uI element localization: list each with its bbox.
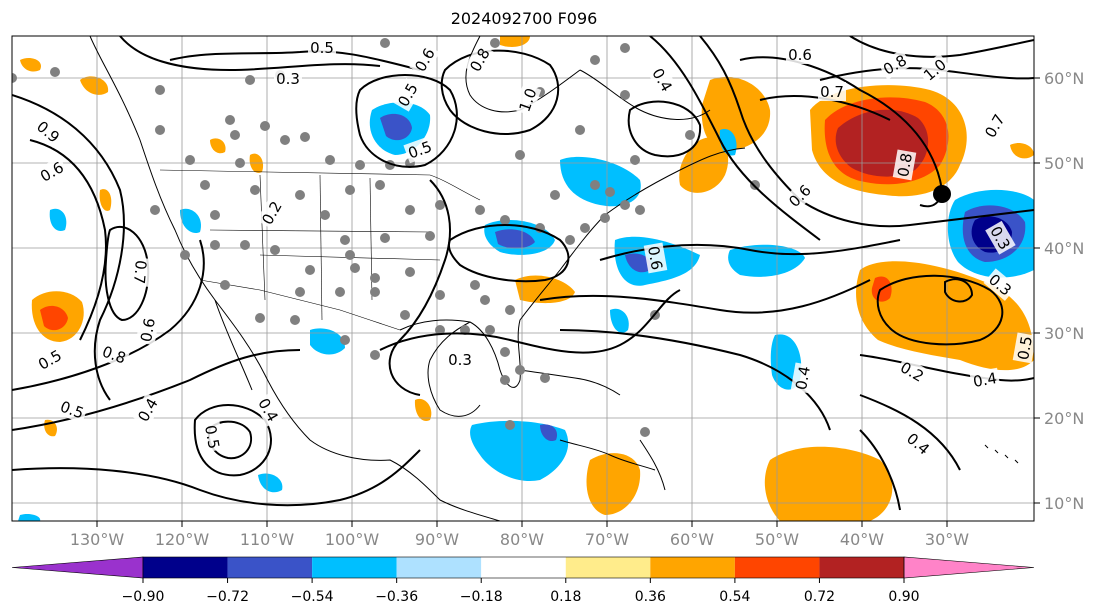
colorbar-tick-label: −0.90: [122, 589, 165, 605]
longitude-label: 80°W: [500, 530, 544, 549]
contour-label: 0.3: [448, 351, 472, 369]
colorbar-extend-low: [11, 556, 144, 579]
colorbar-tick-label: 0.54: [719, 589, 750, 605]
graticule: [12, 36, 1034, 521]
colorbar-tick-label: 0.90: [888, 589, 919, 605]
colorbar: [11, 556, 1035, 579]
colorbar-segment: [312, 557, 397, 578]
latitude-label: 40°N: [1044, 239, 1084, 258]
contour-label: 0.7: [130, 259, 150, 284]
longitude-label: 40°W: [840, 530, 884, 549]
colorbar-tick-label: 0.18: [550, 589, 581, 605]
station-markers: [12, 38, 760, 437]
colorbar-segment: [650, 557, 735, 578]
contour-label: 0.6: [788, 46, 812, 64]
colorbar-segment: [396, 557, 482, 578]
colorbar-tick-labels: −0.90 −0.72 −0.54 −0.36 −0.18 0.18 0.36 0.54 0.7…: [122, 578, 920, 605]
colorbar-segment: [565, 557, 651, 578]
axis-ticks: [96, 77, 1040, 527]
colorbar-tick-label: −0.54: [291, 589, 334, 605]
longitude-label: 130°W: [70, 530, 125, 549]
longitude-label: 30°W: [925, 530, 969, 549]
colorbar-segment: [819, 557, 904, 578]
colorbar-tick-label: −0.72: [206, 589, 249, 605]
contour-label: 0.4: [792, 365, 814, 392]
colorbar-extend-high: [903, 556, 1035, 579]
latitude-labels: 60°N 50°N 40°N 30°N 20°N 10°N: [1044, 69, 1084, 513]
contour-label: 0.5: [1014, 335, 1036, 362]
contour-label: 0.4: [972, 369, 999, 391]
contour-label: 0.8: [894, 152, 916, 179]
longitude-label: 90°W: [415, 530, 459, 549]
colorbar-segment: [227, 557, 313, 578]
latitude-label: 10°N: [1044, 494, 1084, 513]
colorbar-segment: [481, 557, 566, 578]
latitude-label: 30°N: [1044, 324, 1084, 343]
colorbar-segment: [143, 557, 228, 578]
latitude-label: 60°N: [1044, 69, 1084, 88]
colorbar-tick-label: 0.36: [635, 589, 666, 605]
longitude-label: 70°W: [585, 530, 629, 549]
colorbar-tick-label: −0.36: [375, 589, 418, 605]
longitude-label: 120°W: [155, 530, 210, 549]
contour-labels: 0.50.30.6 0.81.00.40.60.70.8 1.00.70.50.20…: [31, 38, 1036, 460]
longitude-label: 60°W: [670, 530, 714, 549]
contour-label: 0.3: [276, 70, 300, 88]
colorbar-tick-label: −0.18: [460, 589, 503, 605]
contour-label: 0.6: [137, 317, 159, 344]
latitude-label: 20°N: [1044, 409, 1084, 428]
anomaly-shading: [18, 36, 1034, 521]
longitude-labels: 130°W 120°W 110°W 100°W 90°W 80°W 70°W 60°W 50°W…: [70, 530, 969, 549]
coastlines: [89, 36, 1019, 521]
contour-label: 0.6: [644, 245, 666, 272]
longitude-label: 50°W: [755, 530, 799, 549]
longitude-label: 100°W: [325, 530, 380, 549]
map-plot-area: 0.50.30.6 0.81.00.40.60.70.8 1.00.70.50.20…: [12, 36, 1036, 521]
contour-label: 0.7: [820, 83, 844, 101]
contour-lines: [12, 36, 1034, 511]
map-frame: [11, 35, 1035, 522]
contour-label: 0.5: [310, 39, 334, 57]
colorbar-segment: [734, 557, 820, 578]
map-title: 2024092700 F096: [450, 9, 598, 28]
location-marker: [933, 185, 951, 203]
colorbar-tick-label: 0.72: [804, 589, 835, 605]
latitude-label: 50°N: [1044, 154, 1084, 173]
contour-label: 0.5: [201, 424, 223, 451]
longitude-label: 110°W: [240, 530, 295, 549]
